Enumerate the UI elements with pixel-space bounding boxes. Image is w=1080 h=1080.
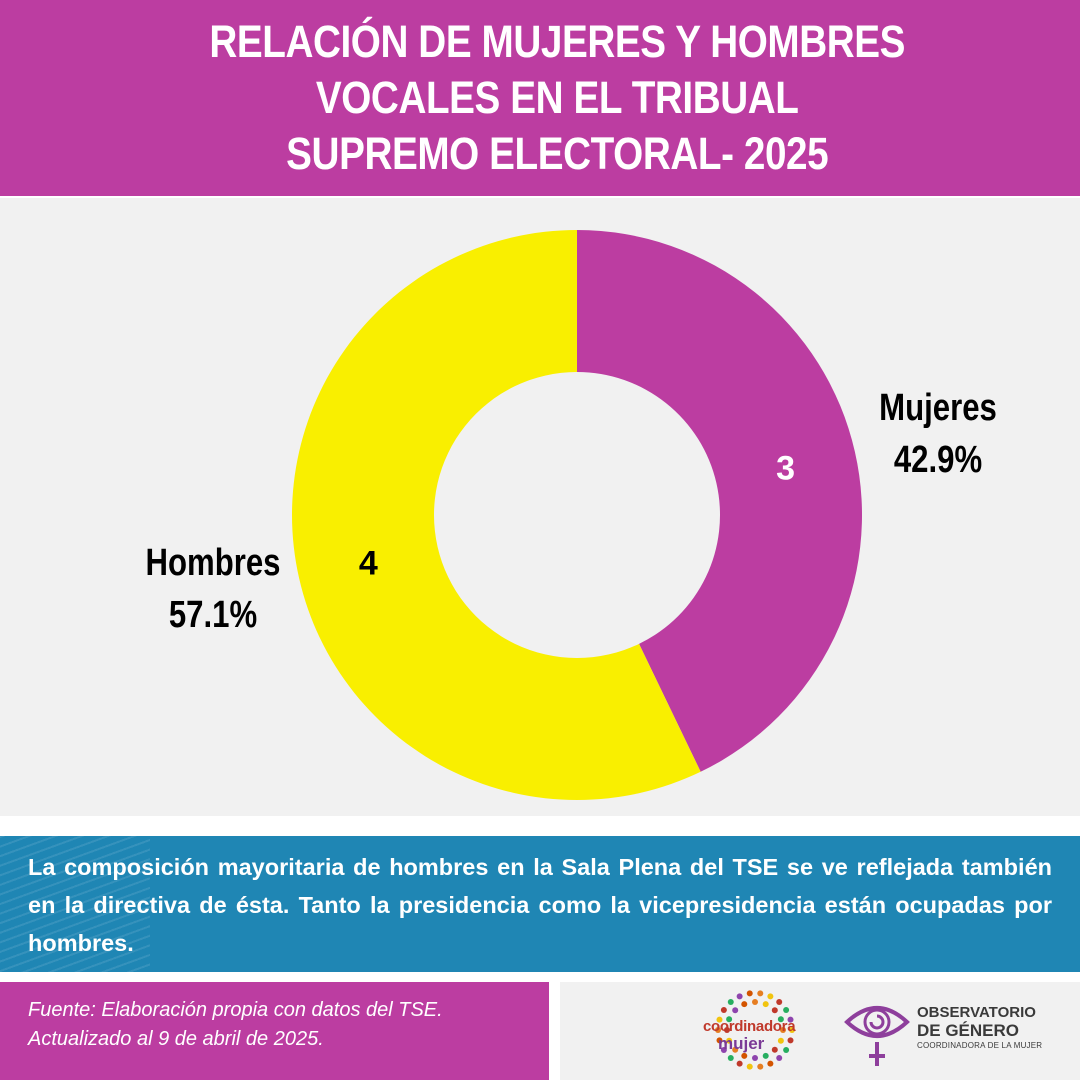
slice-value-label-hombres: 4 xyxy=(359,545,378,583)
logo-strip: coordinadora mujer OBSERVATORIO DE GÉNER… xyxy=(560,982,1080,1080)
header-banner: RELACIÓN DE MUJERES Y HOMBRES VOCALES EN… xyxy=(0,0,1080,196)
category-label-mujeres: Mujeres xyxy=(879,387,997,429)
source-line: Fuente: Elaboración propia con datos del… xyxy=(28,999,443,1021)
category-label-hombres: Hombres xyxy=(145,542,280,584)
percent-label-mujeres: 42.9% xyxy=(894,439,982,481)
title-line-1: RELACIÓN DE MUJERES Y HOMBRES VOCALES EN… xyxy=(209,16,906,123)
title-line-2: SUPREMO ELECTORAL- 2025 xyxy=(286,128,829,179)
coordinadora-sun-logo-icon xyxy=(715,990,795,1070)
note-box: La composición mayoritaria de hombres en… xyxy=(0,836,1080,972)
note-text: La composición mayoritaria de hombres en… xyxy=(28,854,1052,956)
decorative-stripes xyxy=(0,836,150,972)
donut-chart: 3 Mujeres 42.9% 4 Hombres 57.1% xyxy=(145,230,997,800)
coordinadora-logo-word: coordinadora xyxy=(703,1018,796,1035)
donut-slice-hombres xyxy=(292,230,701,800)
percent-label-hombres: 57.1% xyxy=(169,594,257,636)
donut-slice-mujeres xyxy=(577,230,862,772)
chart-title: RELACIÓN DE MUJERES Y HOMBRES VOCALES EN… xyxy=(84,14,996,182)
slice-value-label-mujeres: 3 xyxy=(776,449,795,487)
observatorio-logo-line1: OBSERVATORIO xyxy=(917,1004,1036,1021)
source-box: Fuente: Elaboración propia con datos del… xyxy=(0,982,549,1080)
chart-panel: 3 Mujeres 42.9% 4 Hombres 57.1% xyxy=(0,198,1080,816)
coordinadora-logo-word-mujer: mujer xyxy=(718,1034,765,1053)
observatorio-logo-line3: COORDINADORA DE LA MUJER xyxy=(917,1041,1043,1050)
eye-venus-icon xyxy=(844,1006,910,1066)
updated-line: Actualizado al 9 de abril de 2025. xyxy=(28,1028,324,1050)
observatorio-logo-line2: DE GÉNERO xyxy=(917,1021,1020,1040)
